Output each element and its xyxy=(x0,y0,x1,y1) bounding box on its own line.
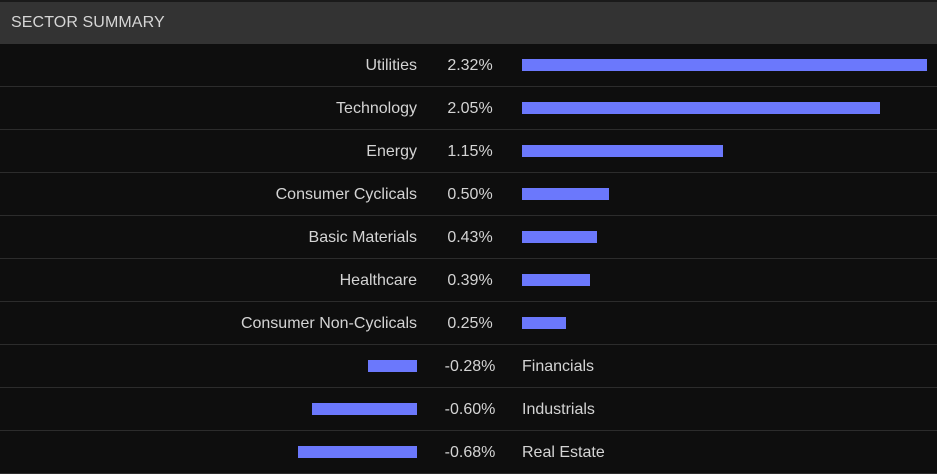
sector-label: Basic Materials xyxy=(308,229,417,246)
top-divider xyxy=(0,0,937,2)
sector-label: Healthcare xyxy=(339,272,417,289)
sector-label: Technology xyxy=(336,100,417,117)
sector-bar xyxy=(522,317,566,329)
sector-row: Real Estate -0.68% xyxy=(0,431,937,474)
sector-bar xyxy=(522,145,723,157)
sector-row: Consumer Cyclicals 0.50% xyxy=(0,173,937,216)
sector-row: Healthcare 0.39% xyxy=(0,259,937,302)
sector-row: Consumer Non-Cyclicals 0.25% xyxy=(0,302,937,345)
sector-bar xyxy=(298,446,417,458)
sector-bar xyxy=(368,360,417,372)
sector-value: -0.68% xyxy=(444,444,496,461)
sector-bar xyxy=(522,231,598,243)
sector-label: Industrials xyxy=(522,401,595,418)
sector-label: Financials xyxy=(522,358,595,375)
sector-bar xyxy=(522,274,591,286)
sector-label: Consumer Cyclicals xyxy=(275,186,417,203)
sector-value: -0.28% xyxy=(444,358,496,375)
sector-label: Consumer Non-Cyclicals xyxy=(240,315,417,332)
sector-label: Real Estate xyxy=(522,444,605,461)
sector-bar xyxy=(522,59,927,71)
section-header: SECTOR SUMMARY xyxy=(0,2,937,44)
sector-bar xyxy=(522,102,880,114)
sector-value: 0.25% xyxy=(447,315,493,332)
sector-row: Financials -0.28% xyxy=(0,345,937,388)
sector-value: 2.05% xyxy=(447,100,493,117)
sector-value: 0.39% xyxy=(447,272,493,289)
sector-label: Utilities xyxy=(365,57,417,74)
sector-value: 1.15% xyxy=(447,143,493,160)
sector-value: 0.43% xyxy=(447,229,493,246)
sector-row: Energy 1.15% xyxy=(0,130,937,173)
sector-label: Energy xyxy=(366,143,417,160)
section-title: SECTOR SUMMARY xyxy=(11,14,165,31)
sector-bar xyxy=(312,403,417,415)
sector-row: Technology 2.05% xyxy=(0,87,937,130)
sector-row: Basic Materials 0.43% xyxy=(0,216,937,259)
sector-value: 0.50% xyxy=(447,186,493,203)
sector-bar xyxy=(522,188,610,200)
sector-value: -0.60% xyxy=(444,401,496,418)
sector-row: Industrials -0.60% xyxy=(0,388,937,431)
sector-value: 2.32% xyxy=(447,57,493,74)
sector-row: Utilities 2.32% xyxy=(0,44,937,87)
